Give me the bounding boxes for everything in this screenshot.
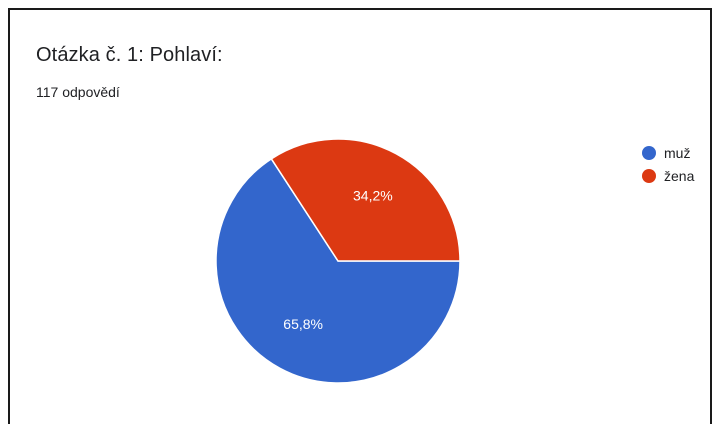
pie-slices (215, 138, 461, 384)
legend-item[interactable]: muž (642, 141, 694, 164)
chart-title: Otázka č. 1: Pohlaví: (36, 44, 223, 66)
legend-item[interactable]: žena (642, 164, 694, 187)
pie-labels: 65,8% 34,2% (283, 187, 392, 332)
pie-slice-muz[interactable] (215, 157, 461, 384)
legend-swatch (642, 145, 656, 160)
pie-chart: 65,8% 34,2% (215, 138, 461, 384)
legend-swatch (642, 168, 656, 183)
legend-label: žena (664, 167, 695, 184)
pie-slice-zena[interactable] (270, 138, 461, 262)
legend-label: muž (664, 144, 691, 161)
chart-legend: muž žena (642, 141, 694, 187)
chart-card: Otázka č. 1: Pohlaví: 117 odpovědí 65,8%… (8, 8, 712, 424)
pie-slice-label: 65,8% (283, 316, 323, 332)
pie-slice-label: 34,2% (353, 187, 393, 203)
response-count: 117 odpovědí (36, 84, 120, 100)
